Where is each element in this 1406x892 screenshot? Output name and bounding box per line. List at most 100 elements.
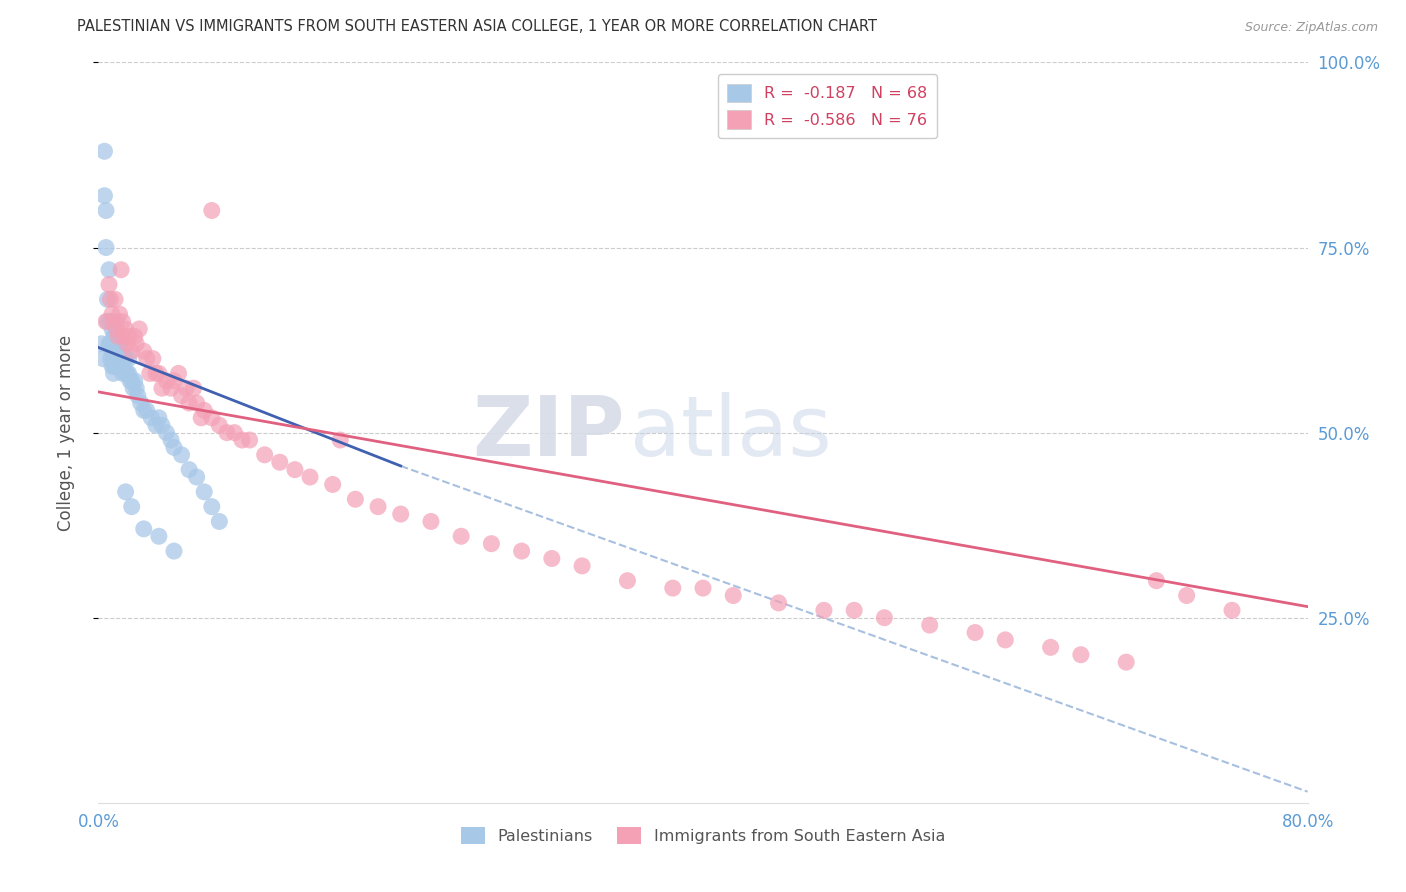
Point <box>114 351 136 366</box>
Point <box>135 351 157 366</box>
Point <box>111 351 134 366</box>
Point <box>692 581 714 595</box>
Point <box>142 351 165 366</box>
Point <box>450 529 472 543</box>
Point <box>110 262 132 277</box>
Point <box>253 448 276 462</box>
Point <box>98 262 121 277</box>
Point <box>128 322 150 336</box>
Point <box>101 344 124 359</box>
Point <box>125 381 148 395</box>
Point <box>103 367 125 381</box>
Point <box>1039 640 1062 655</box>
Point <box>540 551 562 566</box>
Point <box>104 329 127 343</box>
Point <box>124 374 146 388</box>
Point <box>118 329 141 343</box>
Point <box>193 484 215 499</box>
Point <box>132 522 155 536</box>
Y-axis label: College, 1 year or more: College, 1 year or more <box>56 334 75 531</box>
Point <box>299 470 322 484</box>
Point <box>90 336 112 351</box>
Text: ZIP: ZIP <box>472 392 624 473</box>
Point <box>179 462 201 476</box>
Point <box>160 433 183 447</box>
Point <box>108 307 131 321</box>
Point <box>129 396 152 410</box>
Point <box>103 314 125 328</box>
Point <box>186 470 208 484</box>
Point <box>93 188 115 202</box>
Point <box>112 329 135 343</box>
Point <box>269 455 291 469</box>
Point <box>105 336 128 351</box>
Point <box>329 433 352 447</box>
Point <box>481 536 503 550</box>
Point <box>104 344 127 359</box>
Point <box>1175 589 1198 603</box>
Point <box>420 515 443 529</box>
Point <box>96 293 118 307</box>
Point <box>844 603 866 617</box>
Point <box>193 403 215 417</box>
Point <box>111 314 134 328</box>
Point <box>100 351 122 366</box>
Point <box>120 374 142 388</box>
Point <box>105 314 128 328</box>
Point <box>160 381 183 395</box>
Point <box>163 544 186 558</box>
Point <box>389 507 412 521</box>
Point <box>163 441 186 455</box>
Point <box>108 336 131 351</box>
Point <box>103 351 125 366</box>
Point <box>965 625 987 640</box>
Point <box>105 322 128 336</box>
Point <box>190 410 212 425</box>
Point <box>124 329 146 343</box>
Point <box>231 433 253 447</box>
Point <box>118 367 141 381</box>
Point <box>616 574 638 588</box>
Point <box>111 367 134 381</box>
Point <box>873 610 896 624</box>
Point <box>322 477 344 491</box>
Point <box>118 351 141 366</box>
Point <box>104 359 127 373</box>
Point <box>108 351 131 366</box>
Point <box>105 359 128 373</box>
Point <box>103 329 125 343</box>
Point <box>661 581 683 595</box>
Point <box>114 322 136 336</box>
Point <box>145 367 167 381</box>
Point <box>107 329 129 343</box>
Point <box>224 425 246 440</box>
Point <box>1115 655 1137 669</box>
Point <box>104 293 127 307</box>
Point <box>107 351 129 366</box>
Point <box>135 403 157 417</box>
Point <box>208 418 231 433</box>
Point <box>150 381 173 395</box>
Point <box>107 336 129 351</box>
Point <box>239 433 262 447</box>
Point <box>101 307 124 321</box>
Text: Source: ZipAtlas.com: Source: ZipAtlas.com <box>1244 21 1378 34</box>
Point <box>510 544 533 558</box>
Point <box>110 344 132 359</box>
Point <box>201 203 224 218</box>
Point <box>179 396 201 410</box>
Point <box>125 336 148 351</box>
Point <box>201 410 224 425</box>
Point <box>367 500 389 514</box>
Point <box>122 381 145 395</box>
Point <box>201 500 224 514</box>
Text: PALESTINIAN VS IMMIGRANTS FROM SOUTH EASTERN ASIA COLLEGE, 1 YEAR OR MORE CORREL: PALESTINIAN VS IMMIGRANTS FROM SOUTH EAS… <box>77 20 877 34</box>
Point <box>96 314 118 328</box>
Point <box>1070 648 1092 662</box>
Point <box>91 351 114 366</box>
Point <box>101 359 124 373</box>
Point <box>186 396 208 410</box>
Point <box>115 367 138 381</box>
Point <box>141 410 163 425</box>
Point <box>100 293 122 307</box>
